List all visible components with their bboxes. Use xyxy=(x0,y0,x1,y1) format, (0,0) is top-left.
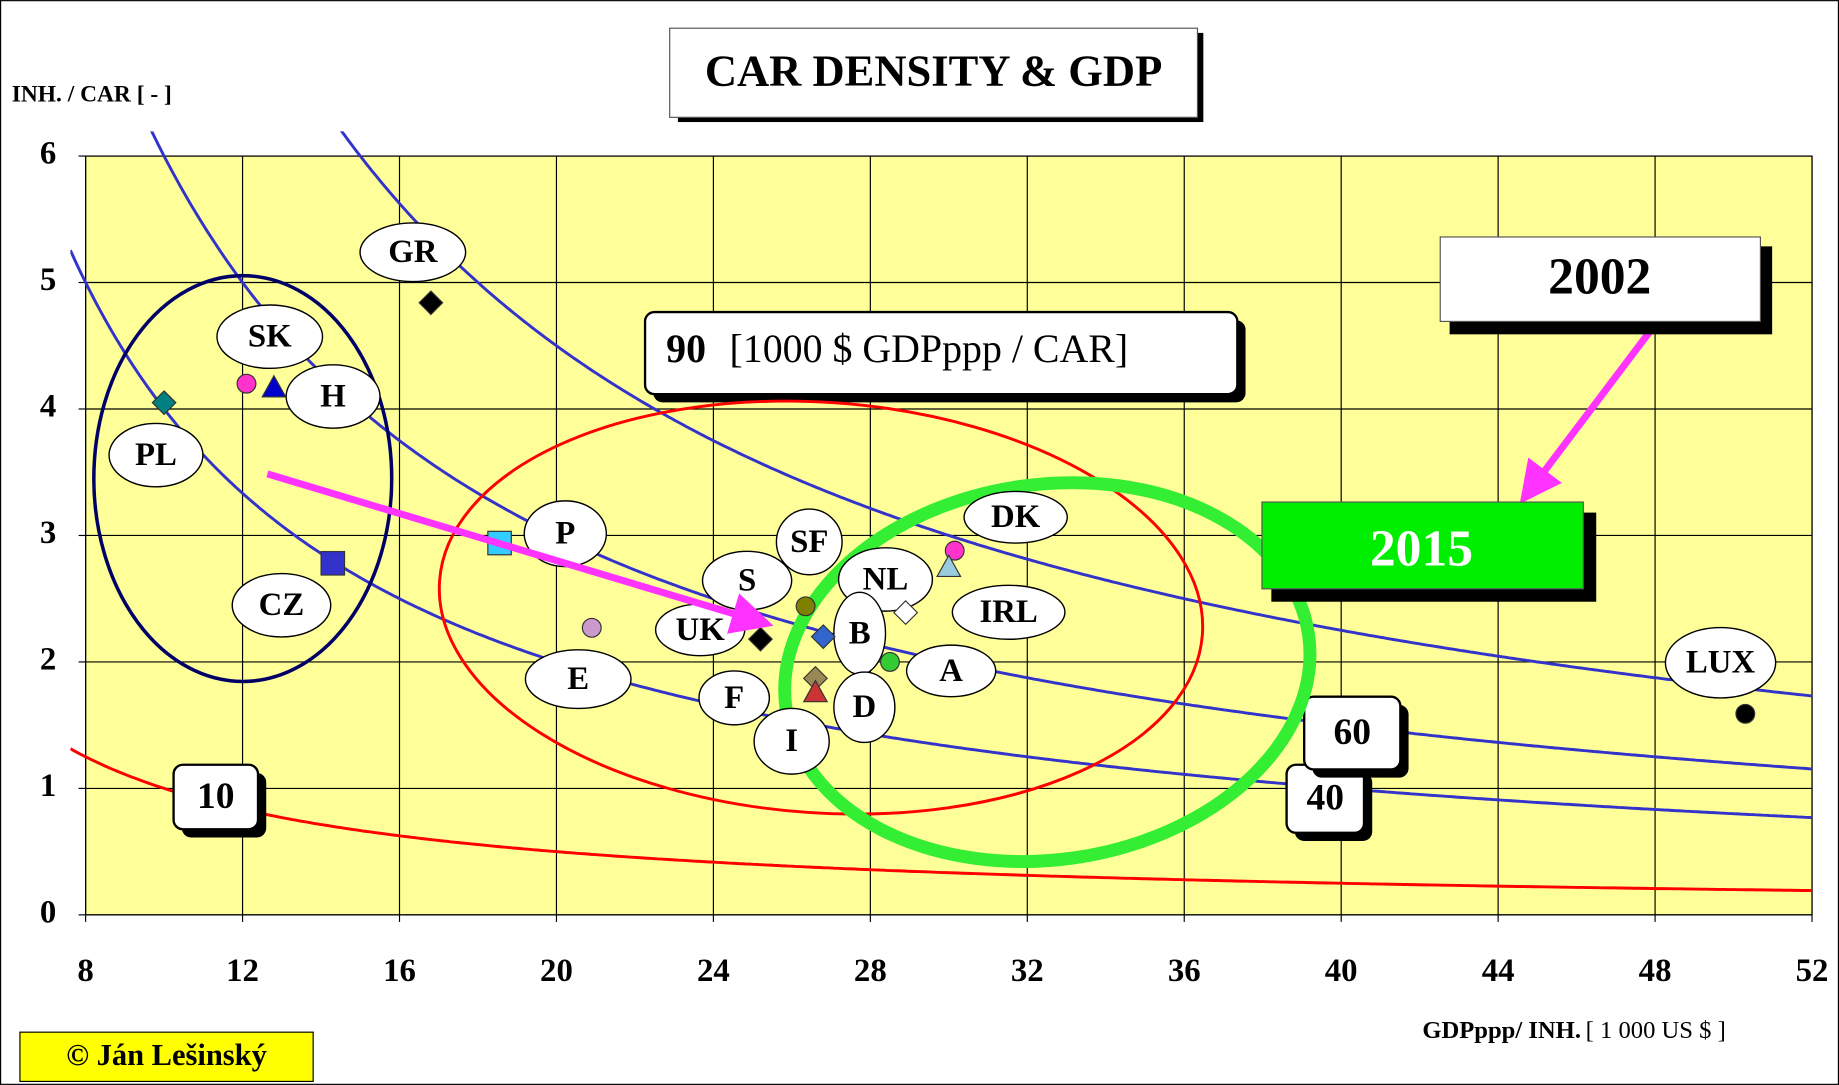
x-tick-label: 20 xyxy=(540,953,573,989)
country-label: I xyxy=(785,723,798,759)
country-bubble xyxy=(775,508,843,576)
data-point xyxy=(320,550,346,576)
country-label: P xyxy=(555,516,575,552)
copyright: © Ján Lešinský xyxy=(66,1038,267,1072)
y-tick-label: 6 xyxy=(40,136,56,172)
data-point xyxy=(944,540,965,561)
country-bubble xyxy=(524,649,632,710)
x-tick-label: 48 xyxy=(1639,953,1672,989)
curve-label: 60 xyxy=(1334,712,1372,753)
title-box xyxy=(669,27,1199,118)
year-old: 2002 xyxy=(1548,248,1651,305)
y-tick-label: 5 xyxy=(40,262,56,298)
x-tick-label: 16 xyxy=(383,953,416,989)
year-new: 2015 xyxy=(1370,520,1473,577)
x-axis-unit: [ 1 000 US $ ] xyxy=(1586,1017,1726,1044)
country-label: B xyxy=(849,615,871,651)
year-arrow xyxy=(1519,308,1669,504)
curve-label: 40 xyxy=(1307,778,1345,819)
x-tick-label: 24 xyxy=(697,953,730,989)
curve-unit: [1000 $ GDPppp / CAR] xyxy=(730,326,1129,371)
y-tick-label: 0 xyxy=(40,894,56,930)
country-bubble xyxy=(963,490,1068,544)
country-label: A xyxy=(939,653,963,689)
plot-border xyxy=(85,155,1813,916)
trend-arrow xyxy=(266,470,774,634)
data-point xyxy=(810,624,836,650)
country-bubble xyxy=(698,670,771,726)
x-tick-label: 8 xyxy=(77,953,93,989)
curve-label-box xyxy=(643,310,1239,396)
data-point xyxy=(261,374,287,398)
country-bubble xyxy=(359,222,467,283)
data-point xyxy=(936,554,962,578)
group-ellipse xyxy=(92,273,394,684)
country-label: E xyxy=(567,661,589,697)
country-bubble xyxy=(231,572,332,638)
y-tick-label: 1 xyxy=(40,768,56,804)
country-label: SK xyxy=(248,319,292,355)
iso-curve xyxy=(70,747,1813,893)
x-tick-label: 44 xyxy=(1482,953,1515,989)
country-label: LUX xyxy=(1686,645,1756,681)
country-label: DK xyxy=(991,499,1041,535)
data-point xyxy=(802,679,829,703)
country-label: PL xyxy=(135,437,177,473)
country-bubble xyxy=(833,671,896,744)
country-label: SF xyxy=(790,524,828,560)
x-tick-label: 32 xyxy=(1011,953,1044,989)
country-label: F xyxy=(724,680,744,716)
country-label: CZ xyxy=(259,587,305,623)
curve-label-box xyxy=(1303,695,1402,771)
x-tick-label: 12 xyxy=(226,953,259,989)
iso-curve xyxy=(70,249,1813,820)
data-point xyxy=(795,596,816,617)
y-tick-label: 4 xyxy=(40,389,56,425)
country-label: IRL xyxy=(979,594,1037,630)
data-point xyxy=(418,290,444,316)
iso-curve xyxy=(339,131,1813,698)
data-point xyxy=(879,651,900,672)
y-tick-label: 2 xyxy=(40,641,56,677)
country-label: S xyxy=(738,562,756,598)
group-ellipse xyxy=(437,399,1205,816)
data-point xyxy=(581,617,602,638)
year-box xyxy=(1439,236,1762,323)
curve-label: 10 xyxy=(197,776,235,817)
x-axis-label: GDPppp/ INH. xyxy=(1422,1017,1581,1044)
country-bubble xyxy=(285,364,381,429)
country-bubble xyxy=(1664,626,1777,699)
country-label: H xyxy=(320,378,346,414)
curve-label: 90 xyxy=(666,326,706,371)
data-point xyxy=(1735,703,1756,724)
country-bubble xyxy=(216,304,324,370)
x-tick-label: 40 xyxy=(1325,953,1358,989)
x-tick-label: 52 xyxy=(1796,953,1829,989)
country-label: NL xyxy=(863,561,909,597)
country-label: GR xyxy=(388,234,438,270)
year-box xyxy=(1261,501,1584,590)
country-label: UK xyxy=(676,612,726,648)
y-axis-label: INH. / CAR [ - ] xyxy=(12,82,172,108)
data-point xyxy=(236,373,257,394)
x-tick-label: 28 xyxy=(854,953,887,989)
country-label: D xyxy=(853,689,877,725)
chart-title: CAR DENSITY & GDP xyxy=(705,45,1162,95)
y-tick-label: 3 xyxy=(40,515,56,551)
copyright-box xyxy=(19,1031,314,1083)
country-bubble xyxy=(753,707,830,775)
curve-label-box xyxy=(172,763,260,831)
x-tick-label: 36 xyxy=(1168,953,1201,989)
data-point xyxy=(151,390,177,416)
country-bubble xyxy=(951,584,1066,640)
country-bubble xyxy=(108,422,204,488)
country-bubble xyxy=(905,644,997,698)
data-point xyxy=(893,600,919,626)
